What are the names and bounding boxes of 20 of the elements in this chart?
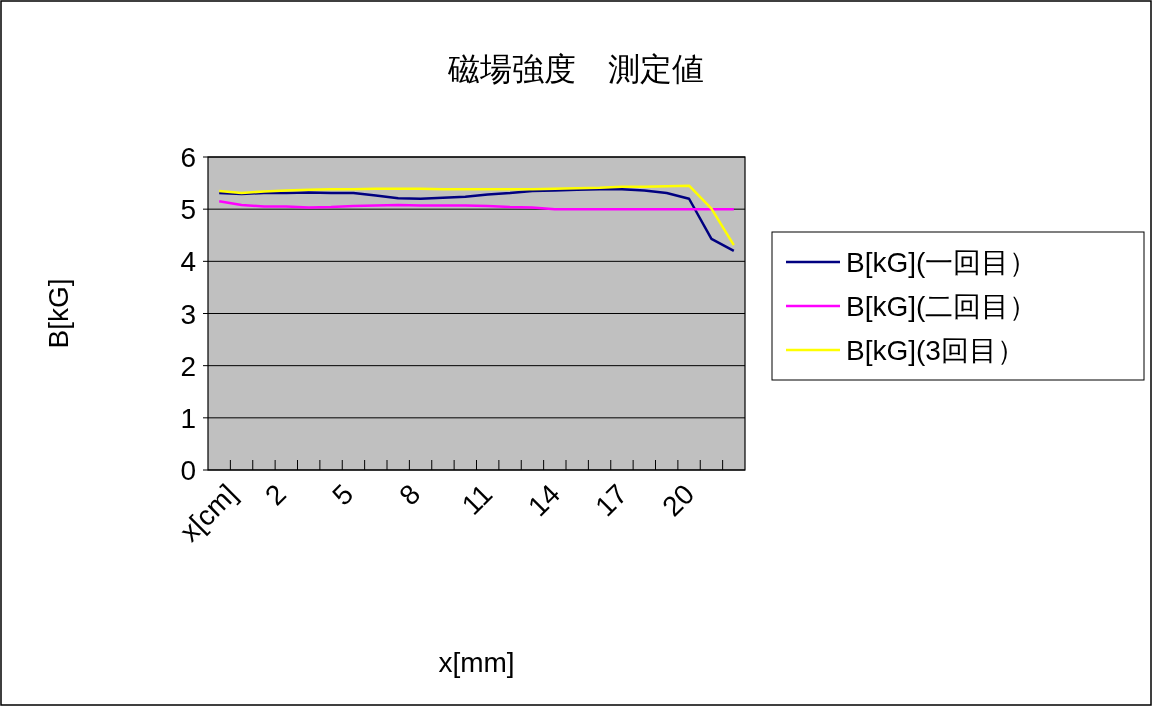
y-tick-label: 3 [180, 298, 196, 330]
y-tick-label: 6 [180, 142, 196, 173]
y-tick-label: 4 [180, 246, 196, 278]
x-tick-label: 11 [455, 478, 499, 521]
y-tick-label: 2 [180, 350, 196, 382]
legend-label: B[kG](一回目） [846, 247, 1038, 278]
y-axis-title: B[kG] [43, 278, 74, 349]
y-tick-label: 5 [180, 194, 196, 226]
legend-label: B[kG](3回目） [846, 335, 1025, 366]
x-tick-label: 2 [259, 478, 293, 512]
x-tick-label: 20 [656, 478, 701, 523]
x-tick-label: 8 [393, 478, 427, 512]
x-tick-label: 17 [589, 478, 634, 523]
x-tick-label: 5 [326, 478, 360, 512]
y-tick-label: 1 [180, 402, 196, 434]
legend-label: B[kG](二回目） [846, 291, 1038, 322]
x-tick-label: 14 [522, 478, 567, 523]
y-tick-label: 0 [180, 455, 196, 486]
x-axis-title: x[mm] [438, 647, 515, 678]
chart-title: 磁場強度 測定値 [447, 51, 704, 87]
